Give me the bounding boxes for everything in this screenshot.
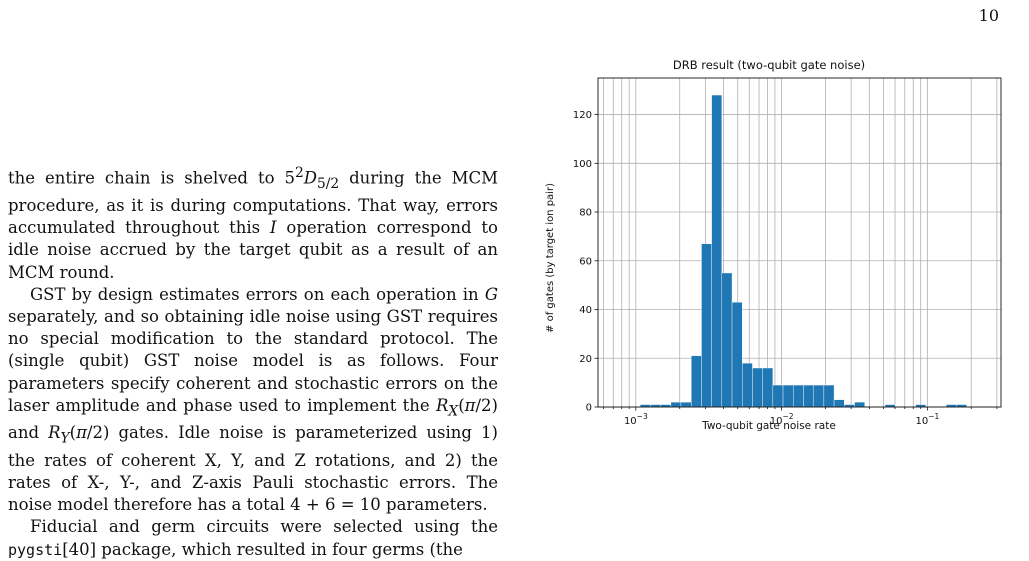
axis-ticks: 0 20 40 60 80 100 120 10−3 10−2 10−1 xyxy=(573,110,998,427)
histogram-bar xyxy=(721,272,733,408)
plot-frame xyxy=(597,77,1002,408)
y-tick-label: 0 xyxy=(586,403,592,414)
histogram-bar xyxy=(833,399,845,408)
y-tick-label: 40 xyxy=(579,305,592,316)
y-axis-label: # of gates (by target ion pair) xyxy=(545,183,556,333)
drb-histogram-figure: DRB result (two-qubit gate noise) 0 20 40 6… xyxy=(528,50,1018,437)
paragraph-2: GST by design estimates errors on each o… xyxy=(8,284,498,515)
histogram-bar xyxy=(772,384,784,408)
body-text-column: the entire chain is shelved to 52D5/2 du… xyxy=(8,162,498,561)
histogram-bar xyxy=(752,367,763,408)
y-tick-label: 20 xyxy=(579,354,592,365)
histogram-bar xyxy=(691,355,702,408)
grid-lines xyxy=(598,78,1001,408)
y-tick-label: 80 xyxy=(579,208,592,219)
histogram-bar xyxy=(731,302,743,408)
histogram-bar xyxy=(670,401,682,408)
histogram-bar xyxy=(803,384,814,408)
histogram-bar xyxy=(782,384,794,408)
x-tick-label: 10−2 xyxy=(770,412,794,427)
y-tick-label: 100 xyxy=(573,159,592,170)
histogram-bar xyxy=(823,384,835,408)
x-tick-label: 10−3 xyxy=(624,412,648,427)
histogram-bar xyxy=(813,384,825,408)
histogram-bar xyxy=(711,94,723,408)
y-tick-label: 120 xyxy=(573,110,592,121)
paragraph-1: the entire chain is shelved to 52D5/2 du… xyxy=(8,165,498,282)
chart-title: DRB result (two-qubit gate noise) xyxy=(673,58,865,72)
histogram-bar xyxy=(793,384,804,408)
histogram-bars xyxy=(639,94,967,408)
x-axis-label: Two-qubit gate noise rate xyxy=(701,420,836,432)
histogram-chart: DRB result (two-qubit gate noise) 0 20 40 6… xyxy=(545,58,1002,432)
histogram-bar xyxy=(762,367,774,408)
histogram-bar xyxy=(742,362,753,408)
y-tick-label: 60 xyxy=(579,256,592,267)
page-number: 10 xyxy=(978,6,999,25)
paragraph-3: Fiducial and germ circuits were selected… xyxy=(8,517,498,559)
histogram-bar xyxy=(680,401,692,408)
histogram-bar xyxy=(701,243,712,408)
x-tick-label: 10−1 xyxy=(915,412,939,427)
histogram-bar xyxy=(854,401,865,408)
